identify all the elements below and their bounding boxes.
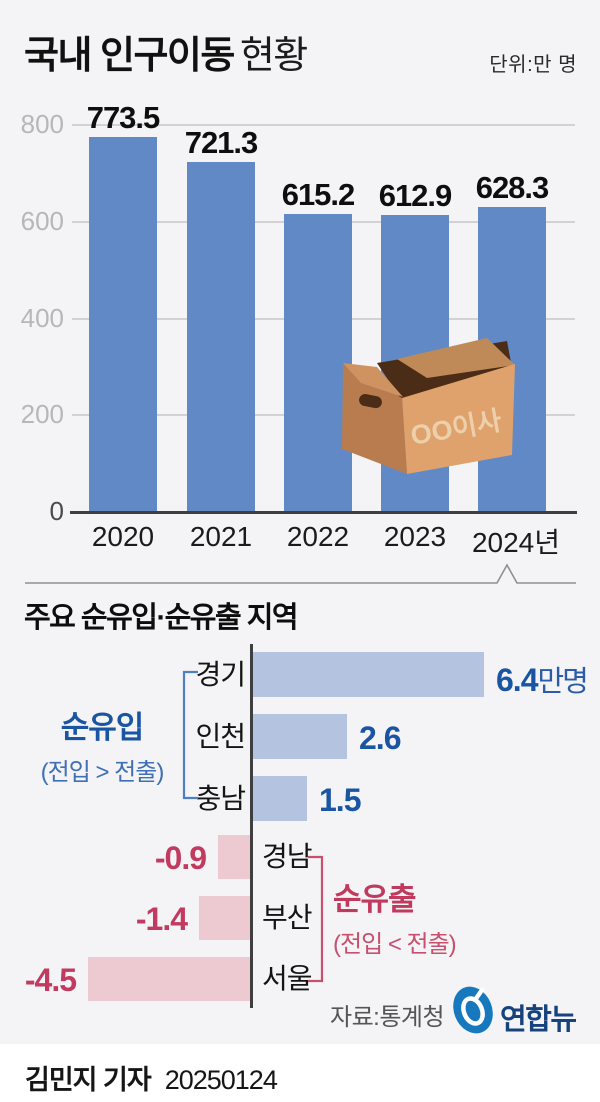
value-number: 6.4 — [496, 662, 538, 698]
outflow-title: 순유출 — [333, 882, 417, 917]
moving-box-illustration: OO이사 — [342, 338, 515, 474]
bar-busan — [199, 896, 250, 940]
source-label: 자료:통계청 — [330, 1004, 445, 1031]
y-tick: 0 — [49, 496, 64, 526]
title-bold: 국내 인구이동 — [24, 35, 235, 77]
box-back-flap — [397, 338, 515, 378]
bar-2021 — [187, 162, 255, 511]
x-axis-line — [70, 511, 577, 514]
bar-value-2023: 612.9 — [378, 178, 453, 213]
y-tick: 200 — [20, 399, 64, 429]
bar-value-2022: 615.2 — [281, 177, 356, 212]
x-label-2024: 2024년 — [471, 527, 561, 558]
x-label-2020: 2020 — [91, 521, 155, 552]
value-gyeongnam: -0.9 — [154, 840, 207, 876]
inflow-bracket — [182, 670, 198, 800]
bar-gyeongnam — [218, 835, 250, 879]
bar-gyeonggi — [253, 652, 484, 697]
bar-2022 — [284, 214, 352, 511]
page-title: 국내 인구이동 현황 — [24, 24, 308, 79]
bar-incheon — [253, 714, 347, 759]
region-label-incheon: 인천 — [195, 721, 246, 752]
region-label-busan: 부산 — [262, 902, 313, 933]
value-gyeonggi: 6.4만명 — [496, 658, 589, 700]
inflow-title: 순유입 — [60, 710, 145, 745]
bar-seoul — [88, 957, 250, 1001]
bar-value-2024: 628.3 — [475, 170, 550, 205]
date: 20250124 — [164, 1065, 278, 1095]
value-suffix: 만명 — [537, 666, 588, 698]
value-busan: -1.4 — [135, 901, 188, 937]
box-front-face — [402, 364, 515, 474]
box-handle — [359, 394, 382, 409]
section-divider — [25, 563, 576, 584]
inflow-group-label: 순유입 (전입 > 전출) — [2, 702, 202, 787]
region-chart-axis — [250, 644, 253, 1008]
box-left-face — [342, 364, 407, 474]
region-label-gyeonggi: 경기 — [195, 659, 246, 690]
footer-strip: 김민지 기자 20250124 — [0, 1044, 600, 1102]
yonhap-logo-icon — [453, 986, 493, 1034]
region-label-chungnam: 충남 — [195, 783, 246, 814]
value-incheon: 2.6 — [359, 720, 401, 756]
bar-chungnam — [253, 776, 307, 821]
value-seoul: -4.5 — [24, 962, 77, 998]
box-left-flap — [343, 363, 403, 397]
gridline-800 — [72, 124, 575, 126]
reporter-name: 김민지 기자 — [25, 1065, 152, 1095]
y-tick: 600 — [20, 206, 64, 236]
y-tick: 800 — [20, 109, 64, 139]
x-label-2022: 2022 — [286, 521, 350, 552]
title-regular: 현황 — [239, 35, 308, 77]
value-chungnam: 1.5 — [319, 782, 361, 818]
bar-2020 — [89, 137, 157, 511]
byline: 김민지 기자 20250124 — [25, 1058, 278, 1097]
section2-title: 주요 순유입·순유출 지역 — [24, 602, 299, 634]
outflow-bracket — [308, 855, 324, 983]
x-label-2021: 2021 — [189, 521, 253, 552]
bar-value-2021: 721.3 — [184, 125, 259, 160]
unit-label: 단위:만 명 — [489, 54, 577, 76]
x-label-2023: 2023 — [383, 521, 447, 552]
bar-value-2020: 773.5 — [86, 100, 161, 135]
region-label-gyeongnam: 경남 — [262, 841, 313, 872]
y-tick: 400 — [20, 303, 64, 333]
outflow-subtitle: (전입 < 전출) — [333, 931, 457, 958]
region-label-seoul: 서울 — [262, 963, 313, 994]
inflow-subtitle: (전입 > 전출) — [40, 759, 165, 786]
outflow-group-label: 순유출 (전입 < 전출) — [333, 874, 457, 959]
